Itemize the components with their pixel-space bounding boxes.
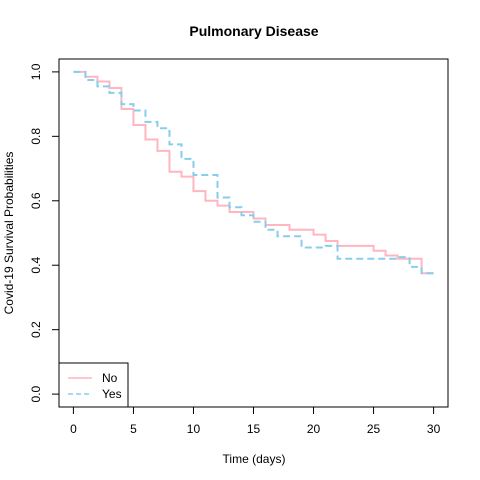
y-axis-label: Covid-19 Survival Probabilities bbox=[2, 152, 16, 315]
series-line-yes bbox=[73, 70, 434, 275]
x-axis-label: Time (days) bbox=[223, 452, 286, 466]
y-tick-label: 0.2 bbox=[29, 321, 43, 338]
y-tick-label: 0.0 bbox=[29, 385, 43, 402]
y-axis: 0.0 0.2 0.4 0.6 0.8 1.0 bbox=[29, 63, 59, 402]
x-tick-label: 15 bbox=[247, 422, 261, 436]
legend-label-yes: Yes bbox=[102, 387, 122, 401]
legend-box bbox=[58, 362, 129, 408]
x-tick-label: 5 bbox=[130, 422, 137, 436]
chart-title: Pulmonary Disease bbox=[189, 23, 318, 39]
x-tick-label: 10 bbox=[187, 422, 201, 436]
y-tick-label: 0.4 bbox=[29, 257, 43, 274]
x-tick-label: 25 bbox=[367, 422, 381, 436]
series-line-no bbox=[73, 70, 434, 275]
x-tick-label: 0 bbox=[70, 422, 77, 436]
y-tick-label: 0.8 bbox=[29, 128, 43, 145]
legend-label-no: No bbox=[102, 371, 118, 385]
legend: No Yes bbox=[58, 362, 129, 408]
plot-frame bbox=[58, 58, 449, 408]
series-lines bbox=[73, 70, 434, 275]
y-tick-label: 1.0 bbox=[29, 63, 43, 80]
x-tick-label: 30 bbox=[427, 422, 441, 436]
x-tick-label: 20 bbox=[307, 422, 321, 436]
y-tick-label: 0.6 bbox=[29, 192, 43, 209]
x-axis: 0 5 10 15 20 25 30 bbox=[70, 407, 441, 436]
